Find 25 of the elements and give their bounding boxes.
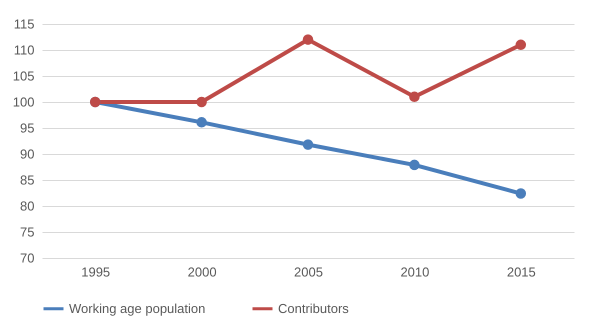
point	[196, 96, 207, 108]
x-tick-label: 2000	[188, 264, 217, 280]
y-tick-label: 105	[12, 68, 34, 84]
y-tick-label: 95	[20, 120, 34, 136]
x-tick-label: 2005	[294, 264, 323, 280]
point	[196, 117, 207, 128]
y-tick-label: 100	[12, 94, 34, 110]
point	[302, 34, 314, 45]
x-tick-label: 1995	[81, 264, 110, 280]
y-tick-label: 75	[20, 224, 34, 240]
x-tick-label: 2015	[506, 264, 536, 280]
y-tick-label: 80	[20, 198, 34, 214]
point	[409, 160, 420, 170]
y-tick-label: 90	[20, 146, 34, 162]
y-tick-label: 115	[14, 16, 34, 32]
legend-label: Working age population	[69, 300, 206, 316]
y-tick-label: 70	[20, 250, 34, 266]
y-tick-label: 85	[20, 172, 34, 188]
point	[516, 40, 526, 50]
point	[516, 188, 526, 199]
point	[409, 92, 420, 102]
legend-label: Contributors	[278, 300, 350, 316]
point	[302, 139, 314, 150]
y-tick-label: 110	[14, 42, 34, 58]
x-tick-label: 2010	[400, 264, 430, 280]
